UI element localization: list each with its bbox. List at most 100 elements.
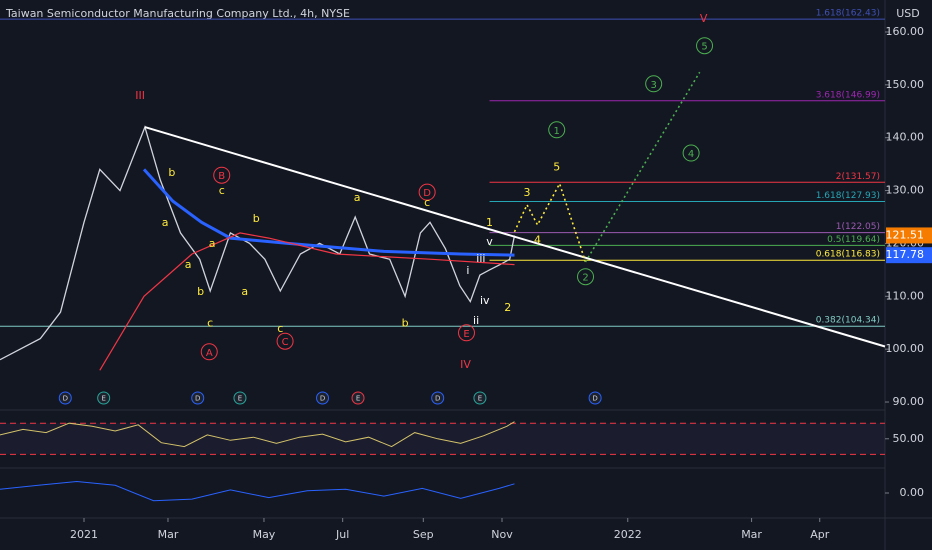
wave-label: a: [162, 216, 169, 229]
x-tick-label: Sep: [413, 528, 434, 541]
wave-circle: [213, 166, 231, 184]
y-tick-label: 160.00: [886, 25, 925, 38]
price-box: [886, 247, 932, 264]
wave-label: 3: [650, 80, 656, 91]
fib-label: 0.618(116.83): [816, 250, 880, 260]
chart-title: Taiwan Semiconductor Manufacturing Compa…: [5, 7, 350, 20]
fib-label: 0.5(119.64): [827, 235, 880, 245]
wave-circle: [682, 144, 700, 162]
event-label: E: [101, 395, 105, 403]
x-tick-label: Mar: [741, 528, 762, 541]
x-tick-label: Apr: [810, 528, 830, 541]
wave-label: B: [218, 171, 225, 182]
x-tick-label: Mar: [158, 528, 179, 541]
wave-label: c: [207, 317, 213, 330]
wave-label: III: [135, 89, 145, 102]
wave-label: a: [209, 237, 216, 250]
wave-label: c: [219, 184, 225, 197]
price-line: [99, 232, 515, 371]
wave-label: c: [277, 322, 283, 335]
wave-label: b: [168, 166, 175, 179]
wave-label: a: [185, 258, 192, 271]
wave-circle: [548, 121, 566, 139]
wave-label: 2: [582, 273, 588, 284]
wave-label: a: [241, 285, 248, 298]
trendline: [144, 126, 886, 348]
fib-label: 1.618(162.43): [816, 9, 880, 19]
wave-circle: [696, 37, 714, 55]
event-marker: [191, 391, 205, 405]
y-tick-label: 150.00: [886, 78, 925, 91]
wave-label: 3: [523, 186, 530, 199]
fib-label: 1.618(127.93): [816, 191, 880, 201]
wave-label: c: [424, 196, 430, 209]
wave-label: 1: [486, 216, 493, 229]
event-label: D: [195, 395, 200, 403]
wave-label: iv: [480, 294, 490, 307]
wave-label: D: [423, 188, 431, 199]
y-tick-label: 110.00: [886, 289, 925, 302]
price-label: 117.78: [886, 248, 925, 261]
x-tick-label: Nov: [491, 528, 513, 541]
wave-label: 1: [554, 126, 560, 137]
wave-label: b: [402, 317, 409, 330]
wave-label: b: [253, 212, 260, 225]
wave-circle: [645, 75, 663, 93]
wave-label: iii: [476, 252, 485, 265]
fib-label: 1(122.05): [836, 222, 880, 232]
event-label: D: [435, 395, 440, 403]
fib-label: 3.618(146.99): [816, 90, 880, 100]
price-line: [0, 125, 516, 361]
price-box: [886, 227, 932, 244]
event-label: E: [356, 395, 360, 403]
price-line: [142, 168, 515, 257]
wave-label: 4: [534, 234, 541, 247]
wave-label: 5: [701, 42, 707, 53]
wave-label: i: [466, 264, 469, 277]
rsi-band: [0, 423, 885, 455]
projection: [584, 71, 701, 263]
event-label: D: [63, 395, 68, 403]
wave-circle: [457, 324, 475, 342]
event-marker: [473, 391, 487, 405]
wave-label: C: [282, 337, 289, 348]
wave-label: IV: [460, 358, 471, 371]
event-marker: [58, 391, 72, 405]
wave-circle: [418, 183, 436, 201]
fib-label: 2(131.57): [836, 172, 880, 182]
y-tick-label: 100.00: [886, 342, 925, 355]
wave-circle: [276, 332, 294, 350]
price-label: 121.51: [886, 228, 925, 241]
wave-label: A: [206, 348, 213, 359]
event-label: D: [592, 395, 597, 403]
wave-label: v: [486, 235, 493, 248]
wave-label: ii: [473, 314, 479, 327]
wave-label: 5: [553, 160, 560, 173]
currency: USD: [896, 7, 920, 20]
event-marker: [233, 391, 247, 405]
event-marker: [97, 391, 111, 405]
wave-label: E: [463, 329, 469, 340]
wave-label: a: [354, 191, 361, 204]
event-label: E: [238, 395, 242, 403]
event-marker: [316, 391, 330, 405]
y-tick-label: 140.00: [886, 131, 925, 144]
y-tick-label: 130.00: [886, 184, 925, 197]
x-tick-label: May: [253, 528, 276, 541]
rsi-line: [0, 421, 515, 448]
wave-label: 4: [688, 149, 694, 160]
projection: [513, 181, 587, 263]
x-tick-label: Jul: [335, 528, 349, 541]
event-label: D: [320, 395, 325, 403]
wave-circle: [200, 343, 218, 361]
wave-label: V: [700, 12, 708, 25]
event-label: E: [478, 395, 482, 403]
wave-circle: [577, 268, 595, 286]
x-tick-label: 2022: [614, 528, 642, 541]
event-marker: [351, 391, 365, 405]
y-tick-label: 50.00: [893, 432, 925, 445]
event-marker: [588, 391, 602, 405]
event-marker: [431, 391, 445, 405]
x-tick-label: 2021: [70, 528, 98, 541]
